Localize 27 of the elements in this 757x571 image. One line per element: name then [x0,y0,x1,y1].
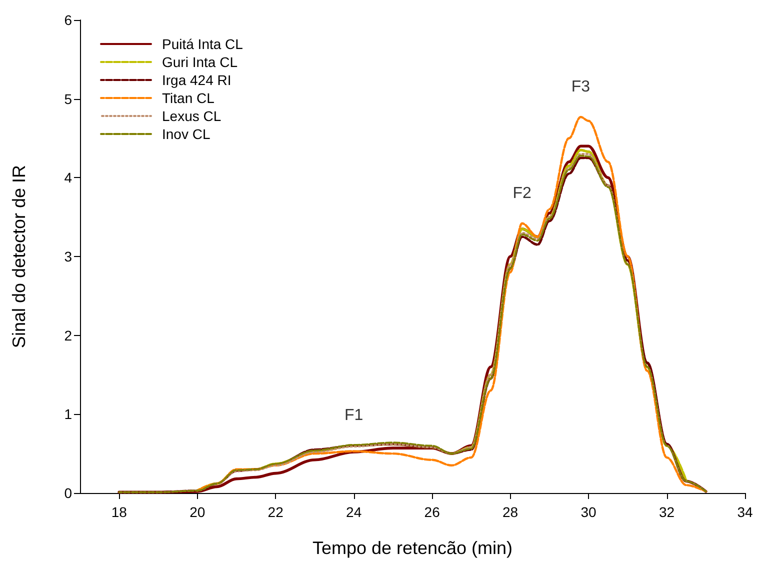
y-tick-label: 6 [64,12,72,28]
y-tick-label: 5 [64,90,72,107]
x-tick-label: 24 [346,504,362,520]
annotation: F2 [512,184,532,202]
x-tick-label: 30 [580,504,597,520]
x-tick-label: 22 [268,504,284,520]
x-tick-label: 20 [190,504,206,520]
legend-label: Guri Inta CL [162,54,238,70]
y-tick-label: 1 [64,406,72,422]
y-tick-label: 0 [64,485,72,501]
legend-label: Titan CL [162,90,215,106]
y-axis-title: Sinal do detector de IR [9,164,29,348]
y-tick-label: 2 [64,327,72,344]
x-axis-title: Tempo de retencão (min) [312,538,513,558]
annotation: F3 [571,78,590,96]
y-tick-label: 3 [64,248,72,264]
x-tick-label: 28 [502,504,518,520]
legend-label: Puitá Inta CL [162,36,244,52]
legend-label: Lexus CL [162,108,222,124]
x-tick-label: 18 [111,504,128,520]
x-tick-label: 34 [737,504,753,520]
y-tick-label: 4 [64,170,72,186]
annotation: F1 [344,407,364,424]
legend-label: Inov CL [162,126,210,142]
x-tick-label: 32 [658,504,675,520]
x-tick-label: 26 [424,504,440,520]
legend-label: Irga 424 RI [162,72,232,88]
